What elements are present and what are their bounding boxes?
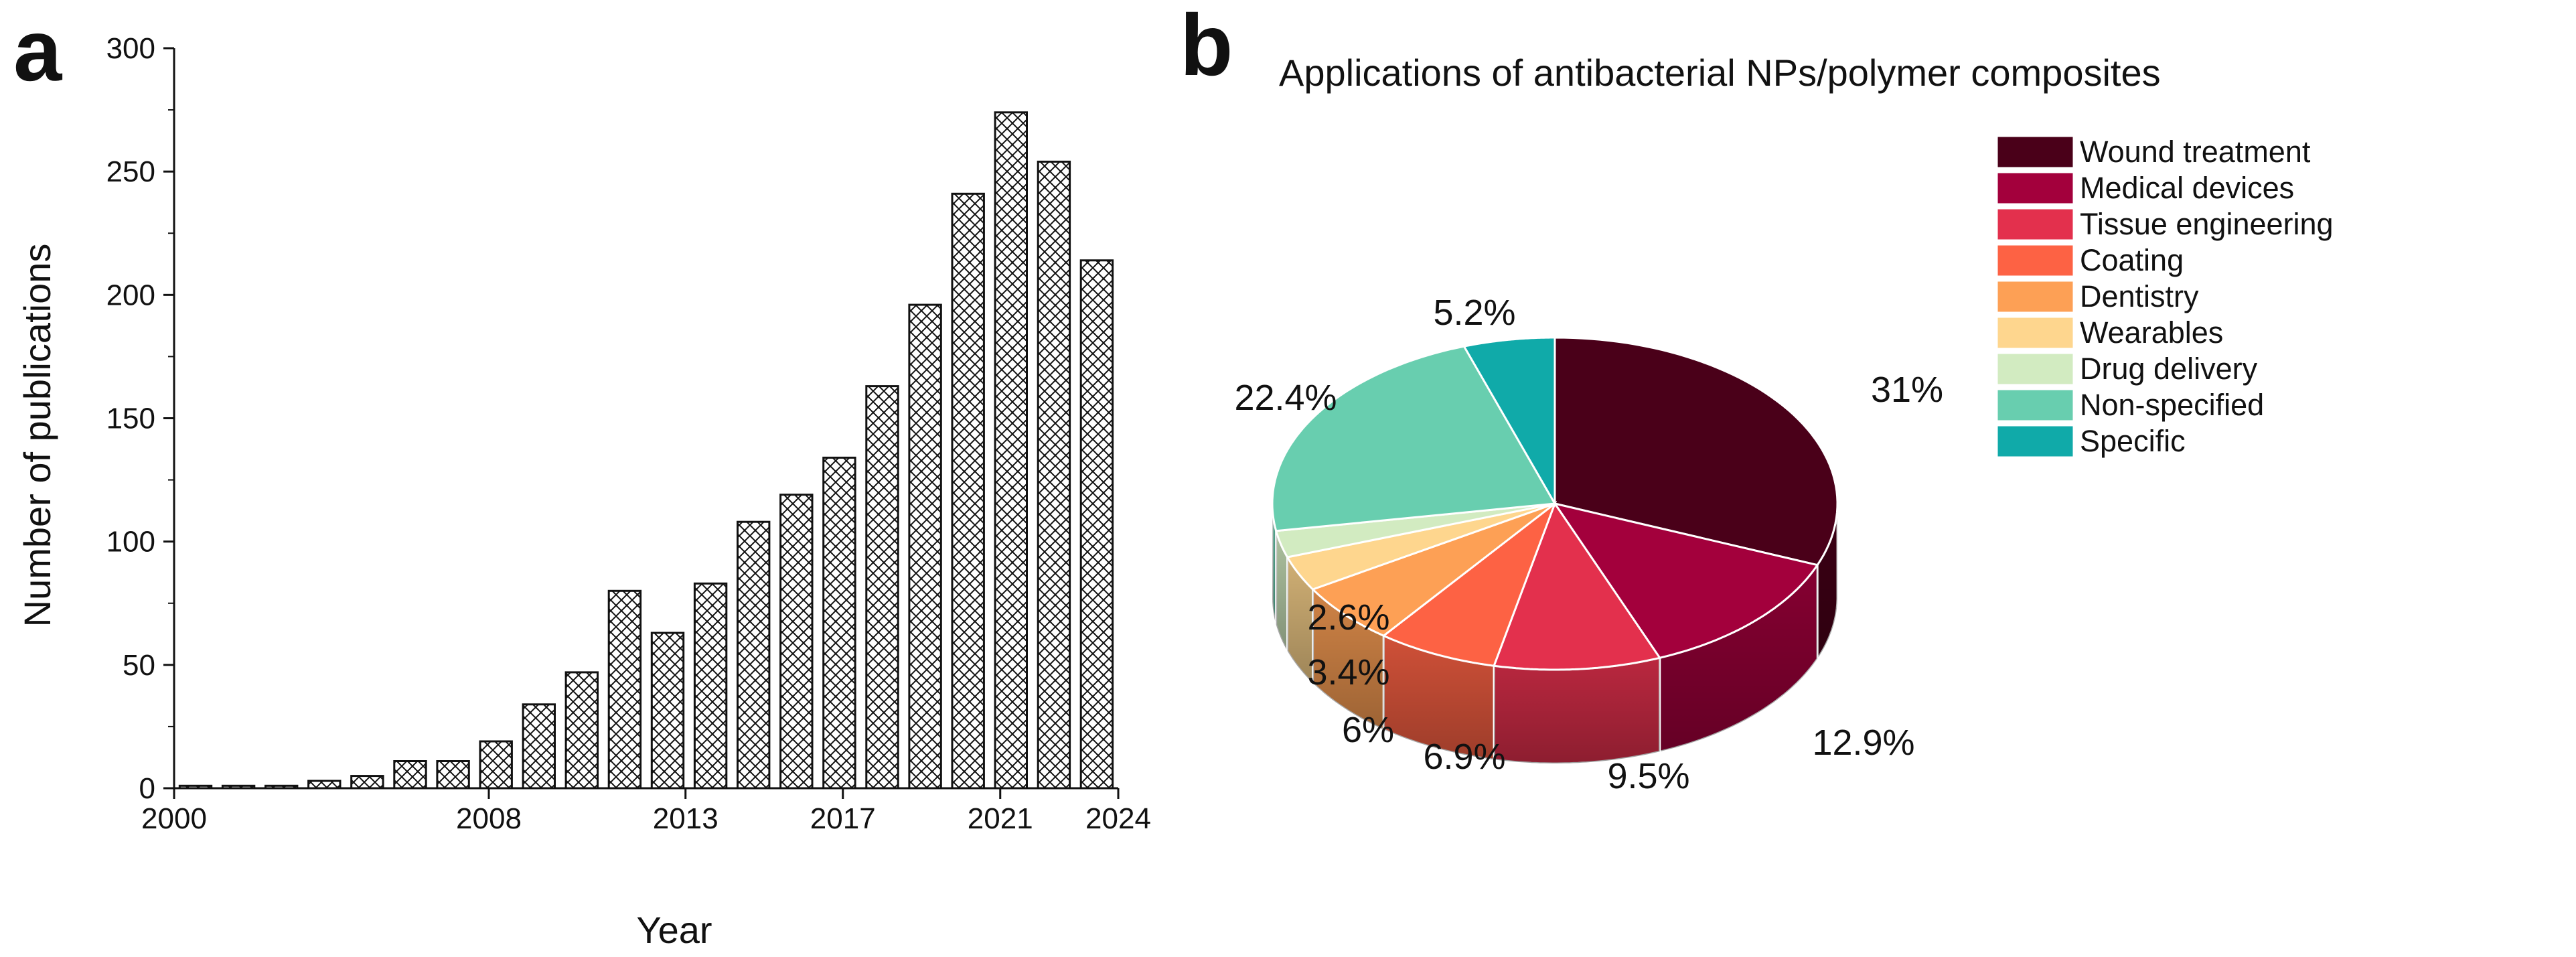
y-tick-label: 50 <box>123 649 155 682</box>
legend-swatch <box>1997 353 2074 385</box>
bar: 2021: 241 <box>951 192 985 790</box>
pie-value-label: 6% <box>1342 710 1394 750</box>
pie-value-label: 22.4% <box>1234 378 1337 418</box>
bar: 2005: 1 <box>264 784 299 790</box>
pie-side-shade <box>1276 530 1288 651</box>
y-tick-label: 0 <box>139 772 155 805</box>
pie-side-shade <box>1494 658 1660 763</box>
bar: 2011: 34 <box>522 703 556 790</box>
bar: 2020: 196 <box>908 303 942 790</box>
legend-label: Specific <box>2080 424 2186 458</box>
pie-value-label: 2.6% <box>1307 597 1389 638</box>
pie-slice-non-specified: Non-specified: 22.4% <box>1271 345 1557 532</box>
pie-slice-specific: Specific: 5.2% <box>1462 336 1556 508</box>
pie-side-shade <box>1383 636 1495 760</box>
x-tick-label: 2000 <box>141 802 207 835</box>
pie-value-label: 9.5% <box>1607 756 1689 796</box>
legend-label: Wearables <box>2080 315 2223 350</box>
pie-chart-panel: b Applications of antibacterial NPs/poly… <box>1180 0 2334 796</box>
legend-swatch <box>1997 172 2074 204</box>
pie-side-shade <box>1659 565 1818 752</box>
pie-slice-drug-delivery: Drug delivery: 2.6% <box>1274 502 1556 559</box>
bar-chart-panel: a 0 50 100 150 200 250 300 2000 2008 2013 2017 2021… <box>13 1 1151 951</box>
bar: 2004: 1 <box>221 784 256 790</box>
y-tick-label: 150 <box>106 402 155 435</box>
bar: 2012: 47 <box>564 671 599 790</box>
x-axis-title: Year <box>636 909 712 951</box>
y-tick-label: 250 <box>106 155 155 188</box>
y-tick-label: 200 <box>106 279 155 311</box>
x-tick-label: 2008 <box>456 802 522 835</box>
bar: 2006: 3 <box>307 780 342 790</box>
y-tick-label: 300 <box>106 32 155 65</box>
bar: 2013: 80 <box>607 589 642 790</box>
bar: 2015: 83 <box>693 582 728 790</box>
bar: 2016: 108 <box>737 520 771 790</box>
legend-swatch <box>1997 136 2074 168</box>
pie-side-shade <box>1817 504 1837 659</box>
legend-swatch <box>1997 244 2074 277</box>
pie-value-label: 12.9% <box>1812 723 1914 763</box>
x-tick-label: 2024 <box>1085 802 1151 835</box>
y-tick-label: 100 <box>106 526 155 559</box>
bar: 2022: 274 <box>994 111 1028 790</box>
legend-label: Drug delivery <box>2080 352 2258 386</box>
panel-label-a: a <box>13 1 63 99</box>
pie-slice-wound-treatment: Wound treatment: 31% <box>1554 336 1839 567</box>
legend-swatch <box>1997 281 2074 313</box>
legend-label: Wound treatment <box>2080 135 2311 169</box>
legend-swatch <box>1997 317 2074 349</box>
legend-label: Non-specified <box>2080 388 2264 422</box>
legend-label: Coating <box>2080 243 2184 277</box>
legend-swatch <box>1997 208 2074 240</box>
pie-chart-title: Applications of antibacterial NPs/polyme… <box>1279 52 2161 94</box>
x-tick-label: 2017 <box>810 802 876 835</box>
panel-label-b: b <box>1180 0 1233 94</box>
bar: 2014: 63 <box>650 632 685 790</box>
pie-slice-dentistry: Dentistry: 6% <box>1310 502 1556 638</box>
y-axis-title: Number of publications <box>16 244 58 628</box>
bar: 2024: 214 <box>1079 259 1114 790</box>
bar: 2007: 5 <box>350 775 384 790</box>
bar: 2019: 163 <box>865 385 899 790</box>
legend-label: Medical devices <box>2080 171 2294 205</box>
legend-label: Tissue engineering <box>2080 207 2334 241</box>
pie-value-label: 6.9% <box>1423 737 1505 777</box>
pie-value-label: 31% <box>1871 370 1943 410</box>
bar-chart-bars: 2003: 1 2004: 1 2005: 1 2006: 3 2007: 5 2008:… <box>178 111 1114 790</box>
pie-side-shade <box>1312 589 1384 730</box>
bar: 2009: 11 <box>436 760 470 790</box>
legend-label: Dentistry <box>2080 279 2199 313</box>
bar: 2018: 134 <box>822 456 856 790</box>
bar: 2010: 19 <box>479 740 513 790</box>
pie-slice-coating: Coating: 6.9% <box>1381 500 1558 667</box>
pie-side-shade <box>1287 557 1313 683</box>
bar: 2003: 1 <box>178 784 213 790</box>
pie-value-label: 5.2% <box>1433 293 1515 333</box>
pie-slice-medical-devices: Medical devices: 12.9% <box>1552 502 1819 660</box>
legend-swatch <box>1997 425 2074 457</box>
legend-swatch <box>1997 389 2074 421</box>
bar: 2008: 11 <box>393 760 427 790</box>
x-tick-label: 2013 <box>653 802 718 835</box>
x-tick-label: 2021 <box>968 802 1033 835</box>
pie-slice-wearables: Wearables: 3.4% <box>1286 502 1556 591</box>
pie-chart: Wound treatment: 31%Medical devices: 12.… <box>1234 293 1943 796</box>
bar: 2017: 119 <box>779 494 814 790</box>
pie-value-label: 3.4% <box>1307 652 1389 692</box>
bar: 2023: 254 <box>1037 160 1071 790</box>
pie-slice-tissue-engineering: Tissue engineering: 9.5% <box>1493 501 1662 671</box>
